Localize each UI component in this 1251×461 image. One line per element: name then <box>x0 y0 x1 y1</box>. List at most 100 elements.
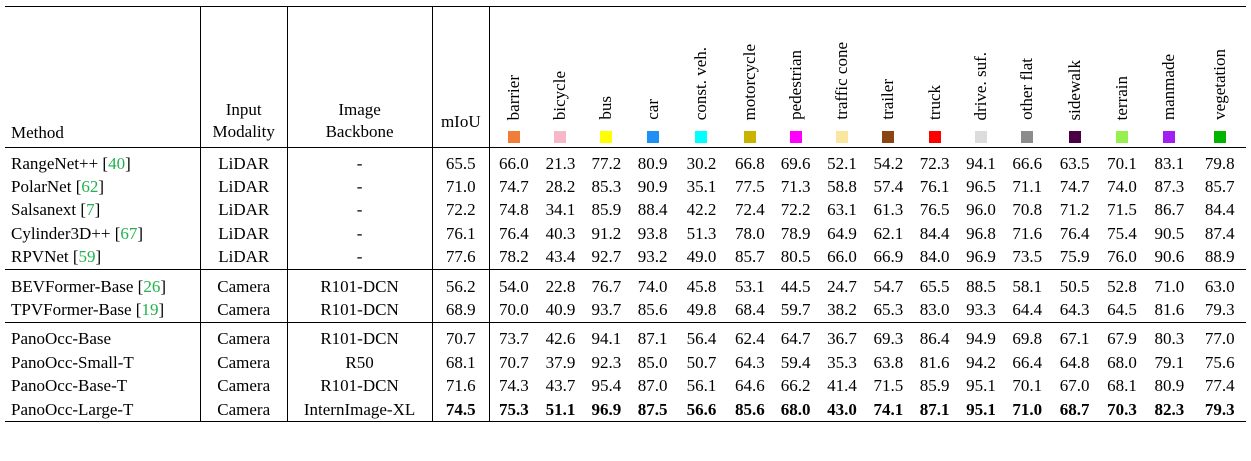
header-class: terrain <box>1099 7 1145 148</box>
header-class: traffic cone <box>819 7 865 148</box>
class-color-swatch <box>695 131 708 143</box>
class-iou-cell: 36.7 <box>827 329 857 349</box>
header-class: bicycle <box>538 7 583 148</box>
class-iou-cell: 70.0 <box>488 298 538 323</box>
class-label: truck <box>924 85 944 120</box>
class-color-swatch <box>646 131 659 143</box>
class-iou-cell: 71.6 <box>1012 223 1043 243</box>
class-iou-cell: 81.6 <box>1154 300 1185 320</box>
class-color-swatch <box>789 131 802 143</box>
citation-link[interactable]: 62 <box>81 177 99 197</box>
backbone-cell: R101-DCN <box>286 269 433 299</box>
header-class: motorcycle <box>727 7 772 148</box>
class-iou-cell: 63.1 <box>827 200 857 220</box>
class-iou-cell: 74.7 <box>488 175 538 199</box>
class-iou-cell: 54.0 <box>488 269 538 299</box>
class-label: pedestrian <box>785 50 805 120</box>
class-iou-cell: 91.2 <box>591 223 622 243</box>
class-iou-cell: 73.5 <box>1012 247 1043 267</box>
class-color-swatch <box>743 131 756 143</box>
class-iou-cell: 83.0 <box>919 300 950 320</box>
class-iou-cell: 80.3 <box>1154 329 1185 349</box>
class-iou-cell: 71.5 <box>873 376 904 396</box>
table-group-lidar: RangeNet++ [40] LiDAR -65.5 66.0 21.3 77.2 80.… <box>5 147 1246 270</box>
class-iou-cell: 24.7 <box>827 276 857 296</box>
class-iou-cell: 52.8 <box>1107 276 1137 296</box>
class-iou-cell: 95.1 <box>966 376 996 396</box>
class-iou-cell: 90.6 <box>1154 247 1185 267</box>
method-name: PanoOcc-Small-T <box>11 352 134 372</box>
class-iou-cell: 40.3 <box>545 223 576 243</box>
class-iou-cell: 93.3 <box>966 300 996 320</box>
class-iou-cell: 92.3 <box>591 352 622 372</box>
backbone-cell: - <box>286 245 433 270</box>
class-iou-cell: 72.4 <box>734 200 765 220</box>
method-name: PanoOcc-Base <box>11 329 112 349</box>
class-label: drive. suf. <box>970 51 990 120</box>
table-row: RPVNet [59] LiDAR -77.6 78.2 43.4 92.7 93.2 49.… <box>5 245 1246 270</box>
class-iou-cell: 78.2 <box>488 245 538 270</box>
class-iou-cell: 43.0 <box>827 399 857 419</box>
class-iou-cell: 76.0 <box>1107 247 1137 267</box>
miou-cell: 74.5 <box>431 397 490 422</box>
method-cell: Cylinder3D++ [67] <box>11 223 144 243</box>
class-iou-cell: 75.9 <box>1059 247 1090 267</box>
class-iou-cell: 74.8 <box>488 198 538 223</box>
class-iou-cell: 66.8 <box>734 153 765 173</box>
header-class: truck <box>911 7 957 148</box>
class-iou-cell: 67.0 <box>1059 376 1090 396</box>
class-iou-cell: 64.8 <box>1059 352 1090 372</box>
class-iou-cell: 75.3 <box>488 397 538 422</box>
class-iou-cell: 68.1 <box>1107 376 1137 396</box>
backbone-cell: R101-DCN <box>286 374 433 398</box>
backbone-cell: InternImage-XL <box>286 397 433 422</box>
citation-link[interactable]: 19 <box>141 300 159 320</box>
class-iou-cell: 70.8 <box>1012 200 1043 220</box>
class-iou-cell: 64.3 <box>734 352 765 372</box>
class-iou-cell: 95.1 <box>966 399 996 419</box>
method-cell: RangeNet++ [40] <box>11 153 131 173</box>
class-iou-cell: 80.5 <box>780 247 811 267</box>
class-iou-cell: 96.9 <box>966 247 996 267</box>
class-iou-cell: 56.4 <box>686 329 717 349</box>
class-iou-cell: 64.9 <box>827 223 857 243</box>
header-class: pedestrian <box>773 7 819 148</box>
class-iou-cell: 59.4 <box>780 352 811 372</box>
class-iou-cell: 79.8 <box>1204 153 1235 173</box>
method-cell: PolarNet [62] <box>11 177 105 197</box>
backbone-cell: - <box>286 198 433 223</box>
class-iou-cell: 93.8 <box>637 223 668 243</box>
header-class: vegetation <box>1193 7 1246 148</box>
method-cell: TPVFormer-Base [19] <box>11 300 165 320</box>
class-iou-cell: 74.0 <box>1107 177 1137 197</box>
class-label: other flat <box>1017 58 1037 120</box>
modality-cell: Camera <box>199 374 288 398</box>
class-iou-cell: 71.0 <box>1012 399 1043 419</box>
class-label: bicycle <box>550 70 570 120</box>
class-iou-cell: 66.2 <box>780 376 811 396</box>
citation-link[interactable]: 59 <box>78 247 96 267</box>
class-iou-cell: 92.7 <box>591 247 622 267</box>
class-iou-cell: 63.5 <box>1059 153 1090 173</box>
class-iou-cell: 30.2 <box>686 153 717 173</box>
miou-cell: 68.9 <box>431 298 490 323</box>
table-group-panoocc: PanoOcc-Base Camera R101-DCN 70.7 73.7 42.6 94… <box>5 322 1246 422</box>
citation-link[interactable]: 40 <box>108 153 126 173</box>
class-iou-cell: 70.1 <box>1012 376 1043 396</box>
table-row: PanoOcc-Large-T Camera InternImage-XL 74.5 7… <box>5 397 1246 422</box>
class-iou-cell: 70.1 <box>1107 153 1137 173</box>
class-iou-cell: 66.9 <box>873 247 904 267</box>
citation-link[interactable]: 67 <box>120 223 138 243</box>
citation-link[interactable]: 26 <box>143 276 161 296</box>
class-iou-cell: 50.5 <box>1059 276 1090 296</box>
class-iou-cell: 64.5 <box>1107 300 1137 320</box>
class-iou-cell: 71.5 <box>1107 200 1137 220</box>
class-iou-cell: 49.8 <box>686 300 717 320</box>
miou-cell: 76.1 <box>431 222 490 246</box>
class-iou-cell: 80.9 <box>637 153 668 173</box>
class-iou-cell: 93.7 <box>591 300 622 320</box>
class-iou-cell: 54.7 <box>873 276 904 296</box>
citation-link[interactable]: 7 <box>86 200 95 220</box>
method-cell: PanoOcc-Small-T <box>5 351 200 374</box>
class-label: car <box>642 99 662 120</box>
